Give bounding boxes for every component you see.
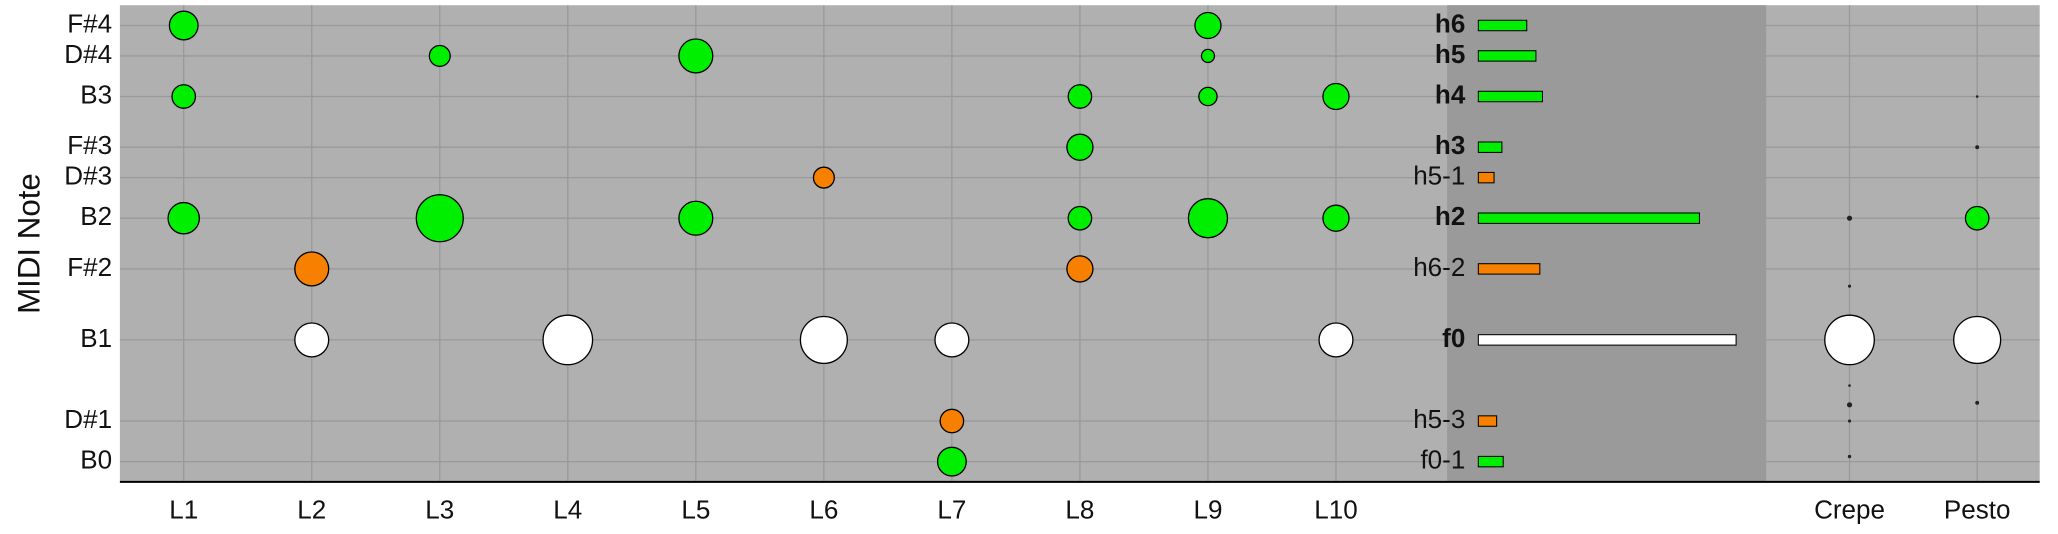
x-tick-label: L4 — [553, 495, 582, 525]
bubble — [294, 251, 330, 287]
x-tick-label: Pesto — [1944, 495, 2011, 525]
harmonic-label: h3 — [1435, 130, 1465, 160]
x-tick-label: L8 — [1065, 495, 1094, 525]
bubble — [1975, 145, 1980, 150]
harmonic-label: f0-1 — [1420, 444, 1465, 474]
y-tick-label: B3 — [80, 79, 112, 109]
harmonic-bar — [1477, 141, 1503, 153]
bubble — [1824, 314, 1875, 366]
bubble — [542, 314, 594, 366]
harmonic-bar — [1477, 50, 1537, 62]
harmonic-label: h5 — [1435, 39, 1465, 69]
bubble — [678, 200, 714, 236]
bubble — [1847, 454, 1852, 459]
y-tick-label: B0 — [80, 444, 112, 474]
bubble — [1067, 205, 1093, 231]
harmonic-panel — [1447, 5, 1767, 482]
bubble — [415, 194, 464, 243]
bubble — [1194, 11, 1222, 40]
bubble — [1067, 84, 1093, 109]
harmonic-bar — [1477, 19, 1528, 32]
harmonic-bar — [1477, 90, 1543, 103]
bubble — [678, 38, 714, 74]
x-tick-label: L2 — [297, 495, 326, 525]
bubble — [1975, 95, 1979, 98]
bubble — [1198, 86, 1218, 107]
bubble — [1847, 284, 1852, 288]
x-tick-label: L3 — [425, 495, 454, 525]
bubble — [1066, 133, 1094, 161]
y-tick-label: D#4 — [64, 39, 112, 69]
bubble — [1847, 419, 1852, 423]
bubble — [934, 322, 970, 358]
y-axis-label: MIDI Note — [12, 173, 47, 314]
bubble — [294, 322, 330, 358]
harmonic-bar — [1477, 334, 1737, 346]
y-tick-label: F#3 — [67, 130, 112, 160]
bubble — [171, 84, 197, 109]
x-tick-label: L5 — [681, 495, 710, 525]
harmonic-label: h6 — [1435, 8, 1465, 38]
bubble — [1846, 402, 1853, 408]
harmonic-bar — [1477, 263, 1541, 275]
harmonic-label: h2 — [1435, 201, 1465, 231]
harmonic-label: h5-1 — [1413, 161, 1465, 191]
bubble — [1066, 255, 1094, 283]
harmonic-bar — [1477, 415, 1498, 427]
y-tick-label: B2 — [80, 201, 112, 231]
y-tick-label: D#3 — [64, 161, 112, 191]
bubble — [936, 446, 967, 477]
bubble — [1200, 48, 1216, 64]
bubble — [1187, 198, 1229, 239]
y-tick-label: F#2 — [67, 252, 112, 282]
harmonic-label: h6-2 — [1413, 252, 1465, 282]
x-tick-label: Crepe — [1814, 495, 1885, 525]
bubble — [1848, 384, 1851, 387]
bubble — [1318, 322, 1354, 358]
y-tick-label: B1 — [80, 323, 112, 353]
harmonic-label: h5-3 — [1413, 404, 1465, 434]
x-tick-label: L10 — [1314, 495, 1357, 525]
bubble — [1975, 400, 1980, 405]
y-tick-label: F#4 — [67, 8, 112, 38]
harmonic-bar — [1477, 171, 1495, 184]
bubble — [1953, 315, 2002, 365]
x-tick-label: L7 — [937, 495, 966, 525]
bubble — [167, 201, 200, 235]
harmonic-bar — [1477, 455, 1504, 468]
bubble — [812, 166, 835, 189]
harmonic-label: h4 — [1435, 79, 1466, 109]
bubble — [1322, 204, 1350, 232]
bubble — [1846, 215, 1853, 221]
bubble — [799, 315, 848, 365]
bubble — [168, 10, 199, 41]
harmonic-label: f0 — [1442, 323, 1465, 353]
bubble — [1964, 205, 1990, 231]
harmonic-bar — [1477, 212, 1700, 224]
y-tick-label: D#1 — [64, 404, 112, 434]
x-tick-label: L1 — [169, 495, 198, 525]
bubble — [428, 44, 451, 67]
x-tick-label: L9 — [1193, 495, 1222, 525]
x-tick-label: L6 — [809, 495, 838, 525]
bubble — [1322, 82, 1350, 111]
bubble — [939, 408, 965, 434]
